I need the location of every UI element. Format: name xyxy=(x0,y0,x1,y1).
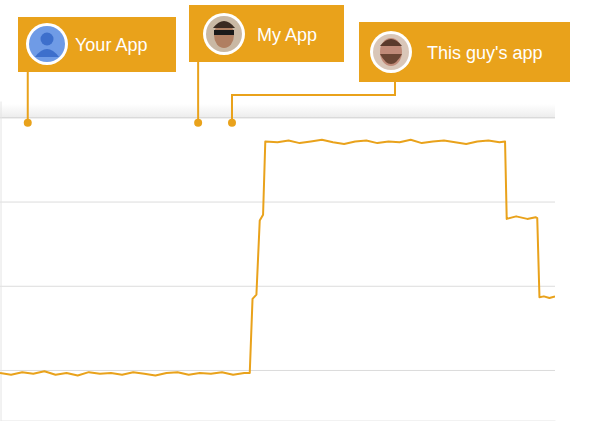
avatar-ring xyxy=(370,31,412,73)
avatar xyxy=(203,13,245,55)
grid-line xyxy=(0,286,555,287)
avatar-head xyxy=(41,33,54,46)
avatar-face xyxy=(214,22,234,48)
chart: Your App My App This guy's app xyxy=(0,0,594,421)
annotation: My App xyxy=(189,5,344,127)
leader-dot xyxy=(24,119,32,127)
data-line xyxy=(0,140,555,376)
avatar-bg xyxy=(373,34,409,70)
annotation-box xyxy=(18,17,176,72)
avatar-hair xyxy=(380,39,402,46)
annotation-text: This guy's app xyxy=(427,43,543,63)
grid xyxy=(0,118,555,371)
avatar-beard xyxy=(380,54,402,64)
annotations: Your App My App This guy's app xyxy=(18,5,570,127)
avatar-bg xyxy=(206,16,242,52)
annotation-box xyxy=(189,5,344,62)
grid-line xyxy=(0,117,555,118)
avatar-ring xyxy=(26,23,68,65)
avatar-face xyxy=(380,38,402,66)
grid-line xyxy=(0,370,555,371)
annotation-text: My App xyxy=(257,25,317,45)
leader-line xyxy=(197,62,199,123)
avatar-glasses xyxy=(214,30,234,35)
avatar-body xyxy=(35,49,59,57)
avatar-bg xyxy=(29,26,65,62)
avatar xyxy=(26,23,68,65)
avatar-hair xyxy=(213,21,235,28)
avatar xyxy=(370,31,412,73)
annotation-box xyxy=(359,22,570,82)
avatar-ring xyxy=(203,13,245,55)
plot-area xyxy=(0,140,555,376)
leader-line xyxy=(27,72,29,123)
leader-dot xyxy=(194,119,202,127)
shade xyxy=(0,104,555,118)
leader-dot xyxy=(228,119,236,127)
annotation: Your App xyxy=(18,17,176,127)
annotation-text: Your App xyxy=(75,35,147,55)
leader-line xyxy=(232,82,395,123)
annotation: This guy's app xyxy=(228,22,570,127)
grid-line xyxy=(0,202,555,203)
